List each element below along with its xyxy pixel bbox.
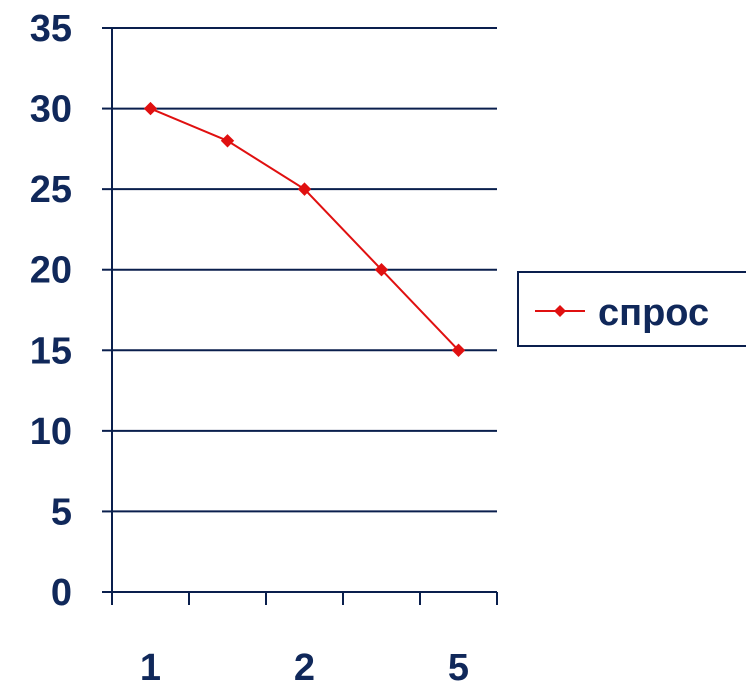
legend-marker xyxy=(554,305,566,317)
y-tick-label: 0 xyxy=(51,572,72,614)
legend: спрос xyxy=(517,271,746,347)
series-line xyxy=(150,107,460,351)
data-point xyxy=(451,343,466,357)
data-point xyxy=(220,134,235,148)
data-point xyxy=(374,263,389,277)
gridlines xyxy=(112,27,497,513)
y-tick-labels: 0 5 10 15 20 25 30 35 xyxy=(30,8,72,614)
x-tick-labels: 1 2 5 xyxy=(140,647,469,688)
axes xyxy=(102,27,498,605)
series-group xyxy=(143,101,466,357)
x-tick-label: 1 xyxy=(140,647,161,688)
y-tick-label: 15 xyxy=(30,330,72,372)
y-tick-label: 10 xyxy=(30,411,72,453)
x-tick-label: 2 xyxy=(294,647,315,688)
data-point xyxy=(143,101,158,116)
data-point xyxy=(297,182,312,196)
y-tick-label: 5 xyxy=(51,491,72,533)
y-tick-label: 20 xyxy=(30,250,72,292)
legend-label: спрос xyxy=(598,292,709,334)
y-tick-label: 25 xyxy=(30,169,72,211)
x-tick-label: 5 xyxy=(448,647,469,688)
y-tick-label: 30 xyxy=(30,89,72,131)
y-tick-label: 35 xyxy=(30,8,72,50)
